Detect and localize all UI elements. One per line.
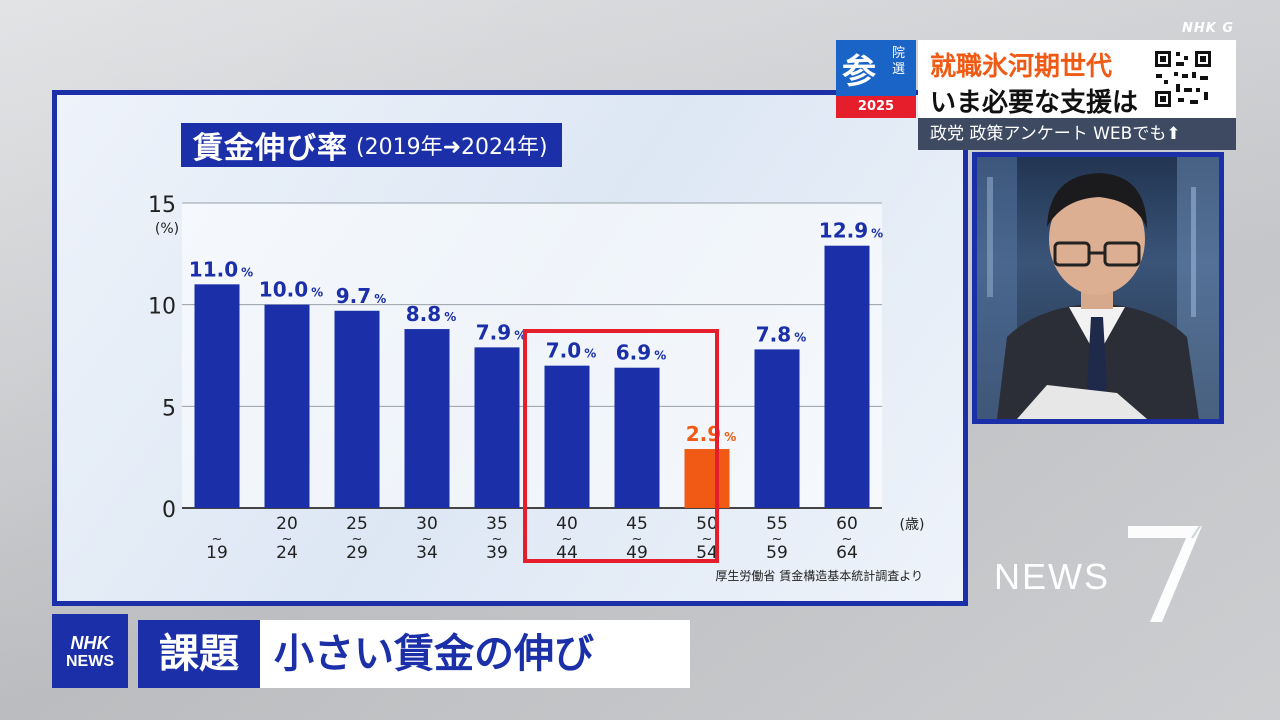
x-tick-label: 55 [766,514,788,534]
x-tick-label: 40 [556,514,578,534]
x-tick-label: 50 [696,514,718,534]
x-tick-label: 54 [696,543,718,563]
presenter-image [977,157,1219,419]
x-tick-label: ~ [562,532,573,547]
x-tick-label: 45 [626,514,648,534]
bar [824,245,870,508]
source-note: 厚生労働省 賃金構造基本統計調査より [715,569,923,583]
bar [404,329,450,508]
bar [544,365,590,508]
channel-logo: NHK G [1181,21,1234,36]
chart-panel: 賃金伸び率 (2019年➜2024年) 0 5 10 15 (%) 11.0% ~19 10.… [52,90,968,606]
election-kanji: 参 [842,52,876,92]
x-tick-label: 60 [836,514,858,534]
bar-value-label: 8.8% [406,302,456,326]
bar [334,310,380,508]
nhk-news-logo: NHK NEWS [52,614,128,688]
bar-value-label: 7.0% [546,339,596,363]
x-tick-label: 39 [486,543,508,563]
bar [264,304,310,508]
bar [474,347,520,508]
x-tick-label: 34 [416,543,438,563]
nhk-logo-bottom: NEWS [66,653,114,670]
bar-value-label: 11.0% [189,257,253,281]
y-tick-label: 0 [162,498,176,523]
y-tick-label: 5 [162,396,176,421]
x-tick-label: 24 [276,543,298,563]
bar-value-label: 12.9% [819,219,883,243]
x-tick-label: 25 [346,514,368,534]
bar [614,367,660,508]
bar-value-label: 9.7% [336,284,386,308]
y-axis-label: (%) [155,221,179,237]
bar-value-label: 10.0% [259,278,323,302]
sub-banner: 政党 政策アンケート WEBでも⬆ [918,118,1236,150]
x-tick-label: ~ [422,532,433,547]
chart-title-main: 賃金伸び率 [193,131,348,166]
x-tick-label: ~ [282,532,293,547]
highlight-box [523,329,719,563]
x-tick-label: 29 [346,543,368,563]
election-small-label: 院選 [892,46,906,77]
x-tick-label: 30 [416,514,438,534]
bar-value-label: 6.9% [616,341,666,365]
seven-mark-icon [1128,525,1202,622]
qr-code-icon [1152,48,1214,110]
caption-tag: 課題 [138,620,260,688]
election-year: 2025 [836,96,916,118]
election-badge: 参 院選 2025 [836,40,916,118]
x-tick-label: ~ [352,532,363,547]
x-tick-label: 44 [556,543,578,563]
x-axis-unit: (歳) [900,517,925,533]
x-tick-label: 59 [766,543,788,563]
x-tick-label: 64 [836,543,858,563]
y-tick-label: 15 [148,193,176,218]
x-tick-label: ~ [632,532,643,547]
chart-title: 賃金伸び率 (2019年➜2024年) [181,123,562,167]
x-tick-label: ~ [842,532,853,547]
headline-line2: いま必要な支援は [930,88,1139,118]
x-tick-label: 35 [486,514,508,534]
bar [754,349,800,508]
bar [684,449,730,508]
chart-title-sub: (2019年➜2024年) [356,135,548,160]
x-tick-label: 49 [626,543,648,563]
bar-value-label: 7.8% [756,322,806,346]
x-tick-label: ~ [772,532,783,547]
presenter-video [972,152,1224,424]
headline-line1: 就職氷河期世代 [930,52,1113,82]
caption-text: 小さい賃金の伸び [260,620,690,688]
nhk-logo-top: NHK [70,633,110,653]
program-name: NEWS [994,556,1110,597]
x-tick-label: ~ [212,532,223,547]
x-tick-label: ~ [492,532,503,547]
bar [194,284,240,508]
y-tick-label: 10 [148,295,176,320]
x-tick-label: 19 [206,543,228,563]
x-tick-label: 20 [276,514,298,534]
x-tick-label: ~ [702,532,713,547]
